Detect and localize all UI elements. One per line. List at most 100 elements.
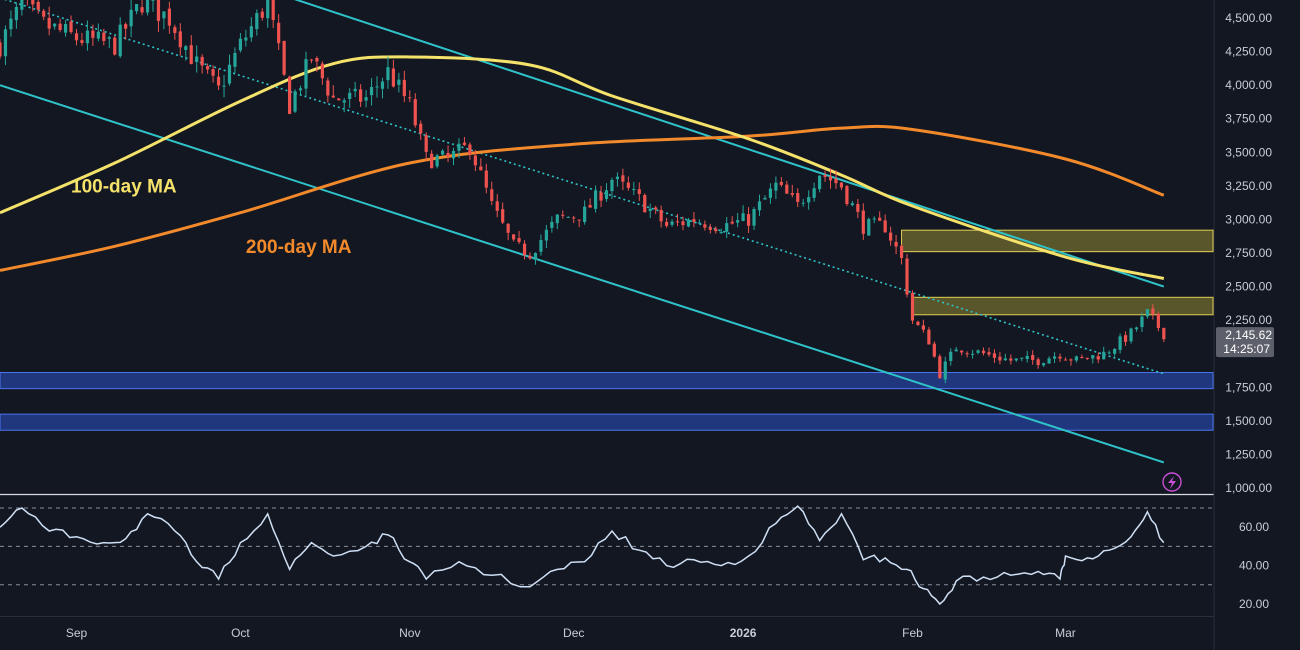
candle-body	[949, 351, 953, 362]
candle	[1025, 350, 1029, 363]
candle-body	[970, 353, 975, 355]
candle-body	[113, 37, 117, 55]
candle-body	[856, 204, 860, 212]
candle	[85, 20, 90, 51]
candle	[386, 56, 390, 89]
candle	[380, 77, 385, 99]
candle-body	[9, 18, 13, 30]
candle	[20, 0, 24, 16]
candle	[31, 0, 35, 12]
candle	[435, 153, 439, 169]
candle-body	[517, 238, 521, 242]
candle	[342, 97, 346, 113]
candle-body	[714, 228, 718, 232]
candle-body	[211, 69, 215, 76]
candle	[124, 22, 128, 40]
candle-body	[282, 40, 286, 75]
candle-body	[14, 6, 18, 21]
candle	[102, 28, 106, 46]
candle	[823, 170, 827, 182]
candle	[572, 215, 576, 223]
candle-body	[1118, 336, 1122, 350]
candle-body	[391, 68, 396, 87]
candle-body	[451, 150, 456, 159]
candle-body	[244, 37, 248, 41]
candle-body	[47, 17, 51, 29]
candle-body	[189, 45, 193, 64]
candle-body	[36, 1, 40, 10]
candle	[1156, 311, 1160, 332]
candle-body	[960, 350, 964, 353]
candle-body	[1156, 313, 1160, 329]
candle-body	[932, 343, 936, 357]
candle-body	[992, 353, 997, 358]
candle	[424, 132, 428, 161]
candle-body	[206, 66, 210, 70]
resistance-zone-1	[911, 296, 1214, 316]
candle	[1085, 357, 1089, 361]
candle	[779, 177, 783, 187]
candle-body	[1047, 358, 1051, 364]
candle	[173, 24, 177, 40]
candle	[255, 9, 259, 36]
candle	[1118, 333, 1122, 354]
candle-body	[42, 10, 46, 17]
candle-body	[872, 218, 876, 220]
candle	[1063, 357, 1068, 361]
candle-body	[1080, 356, 1084, 358]
lightning-icon-ring	[1162, 472, 1182, 492]
candle	[1020, 357, 1024, 362]
candle-body	[1003, 358, 1007, 361]
candle	[692, 212, 696, 228]
candle	[1096, 352, 1100, 364]
candle-body	[921, 325, 926, 330]
annotation-label: 200-day MA	[246, 237, 352, 258]
candle-body	[910, 292, 915, 321]
candle-body	[195, 56, 199, 62]
candle-body	[1102, 351, 1106, 360]
candle	[703, 220, 707, 231]
candle-body	[413, 99, 417, 126]
candle	[905, 253, 909, 298]
ma200-line	[0, 124, 1165, 272]
candle	[430, 150, 434, 169]
candle	[626, 176, 630, 191]
candle	[440, 149, 445, 156]
candle-body	[468, 144, 472, 155]
candle	[315, 56, 319, 72]
price-tick-label: 1,250.00	[1225, 447, 1272, 461]
lightning-icon[interactable]	[1162, 472, 1182, 492]
current-price-label: 2,145.62	[1225, 328, 1272, 342]
candle	[14, 2, 18, 29]
candle	[1014, 358, 1018, 362]
candle	[643, 193, 647, 213]
candle	[468, 142, 472, 160]
candle	[1140, 312, 1144, 332]
candle-body	[905, 258, 909, 295]
candle	[211, 65, 215, 83]
candle	[53, 23, 57, 30]
candle-body	[839, 182, 844, 188]
candle	[1091, 354, 1095, 364]
candle-body	[681, 221, 685, 226]
candle	[47, 6, 51, 36]
candle-body	[626, 182, 630, 188]
candle	[134, 3, 139, 15]
candle-body	[348, 92, 352, 100]
candle	[206, 63, 210, 74]
candle-body	[298, 88, 303, 91]
annotation-label: 100-day MA	[71, 177, 177, 198]
candle	[479, 158, 483, 171]
candle-body	[927, 329, 931, 345]
candle-body	[277, 22, 281, 44]
candle-body	[430, 153, 434, 169]
candle	[938, 354, 942, 379]
candle-body	[539, 240, 543, 252]
candle-body	[140, 7, 144, 13]
candle	[889, 226, 893, 246]
candle	[309, 58, 314, 64]
candle	[960, 350, 964, 356]
candle-body	[58, 23, 62, 30]
candle-body	[479, 166, 483, 171]
